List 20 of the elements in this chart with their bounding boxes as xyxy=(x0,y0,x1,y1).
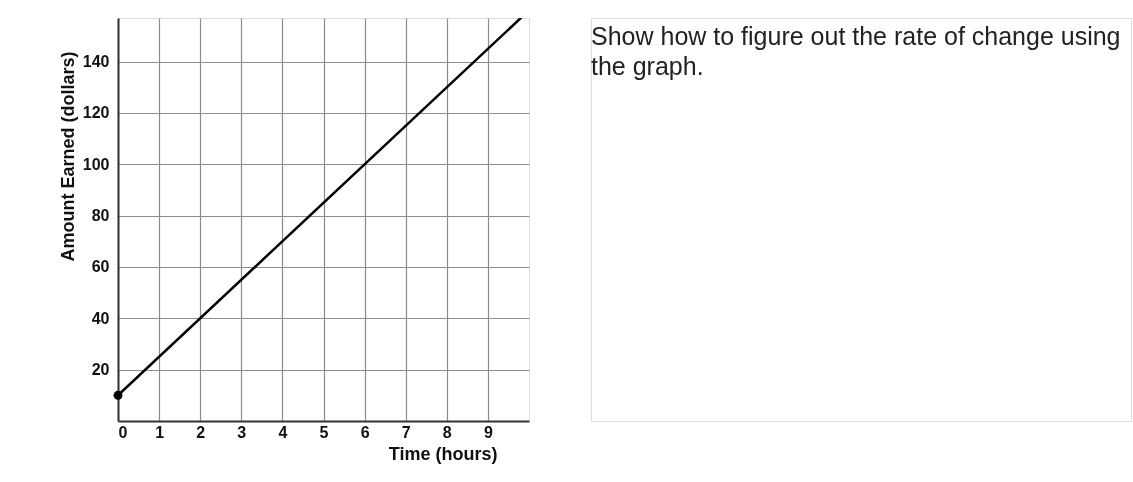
y-tick-label: 120 xyxy=(82,104,110,122)
y-tick-label: 80 xyxy=(91,207,110,225)
y-axis-title: Amount Earned (dollars) xyxy=(57,51,78,262)
x-tick-label: 0 xyxy=(118,423,128,441)
x-tick-label: 5 xyxy=(319,423,329,441)
x-tick-label: 2 xyxy=(196,423,206,441)
x-tick-label: 7 xyxy=(401,423,411,441)
y-tick-label: 140 xyxy=(82,53,110,71)
y-tick-label: 60 xyxy=(91,258,110,276)
y-tick-label: 100 xyxy=(82,155,110,173)
x-tick-label: 4 xyxy=(278,423,288,441)
x-tick-label: 9 xyxy=(483,423,493,441)
y-tick-label: 40 xyxy=(91,309,110,327)
x-tick-label: 6 xyxy=(360,423,370,441)
x-tick-label: 3 xyxy=(237,423,247,441)
x-axis-title: Time (hours) xyxy=(388,443,498,464)
x-tick-label: 8 xyxy=(442,423,452,441)
x-tick-label: 1 xyxy=(155,423,165,441)
text: Show how to figure out the rate of change using the graph. xyxy=(591,22,1121,80)
y-tick-label: 20 xyxy=(91,361,110,379)
